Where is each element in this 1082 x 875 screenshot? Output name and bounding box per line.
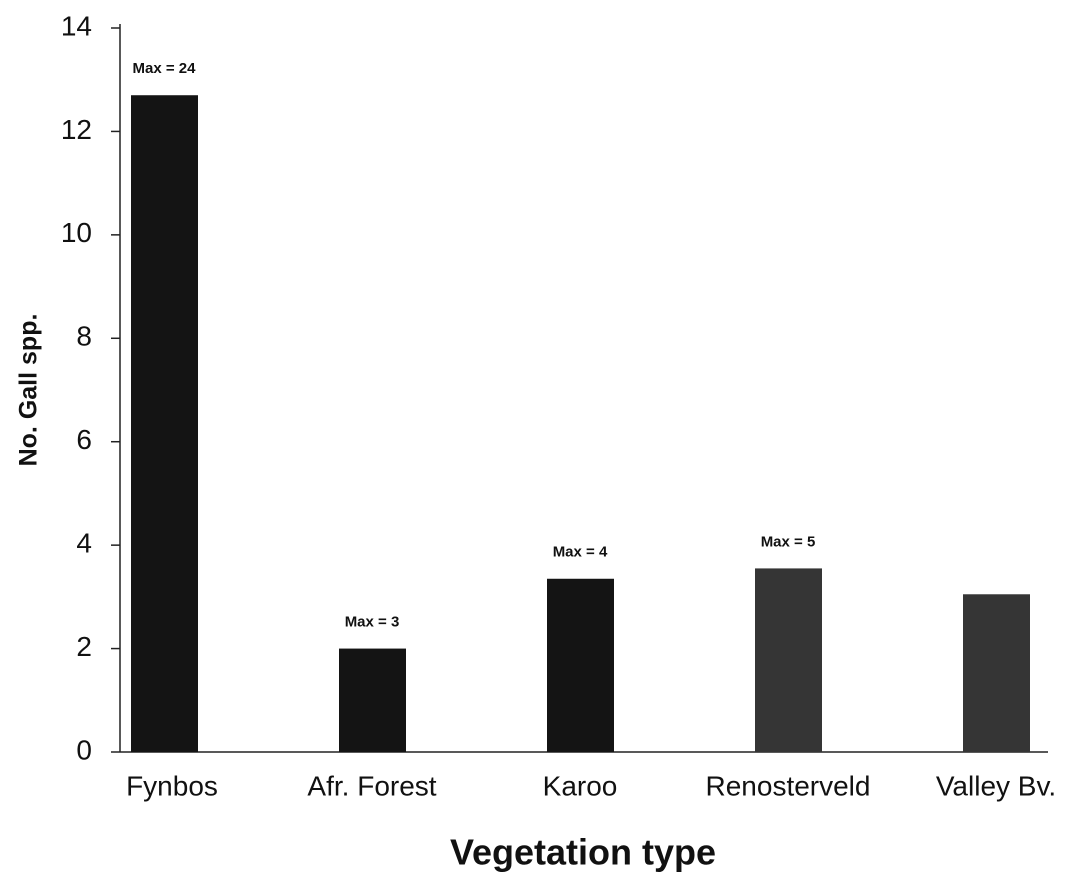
annotation: Max = 5	[761, 533, 816, 550]
y-tick-label: 4	[76, 528, 92, 559]
annotation: Max = 24	[133, 60, 197, 77]
y-tick-label: 6	[76, 424, 92, 455]
y-tick-label: 14	[61, 10, 92, 41]
x-tick-label: Karoo	[543, 770, 618, 801]
x-tick-label: Fynbos	[126, 770, 218, 801]
y-axis-title: No. Gall spp.	[15, 314, 43, 467]
y-tick-label: 2	[76, 631, 92, 662]
x-tick-label: Renosterveld	[706, 770, 871, 801]
bar	[547, 578, 614, 752]
annotation: Max = 3	[345, 614, 400, 631]
annotation: Max = 4	[553, 544, 608, 561]
bar	[755, 568, 822, 752]
y-tick-label: 12	[61, 114, 92, 145]
y-tick-label: 10	[61, 217, 92, 248]
y-tick-label: 8	[76, 321, 92, 352]
x-axis-title: Vegetation type	[450, 832, 716, 873]
bar	[131, 95, 198, 752]
y-tick-label: 0	[76, 734, 92, 765]
bar	[963, 594, 1030, 752]
x-tick-label: Valley Bv.	[936, 770, 1056, 801]
bar	[339, 648, 406, 752]
x-tick-label: Afr. Forest	[307, 770, 436, 801]
